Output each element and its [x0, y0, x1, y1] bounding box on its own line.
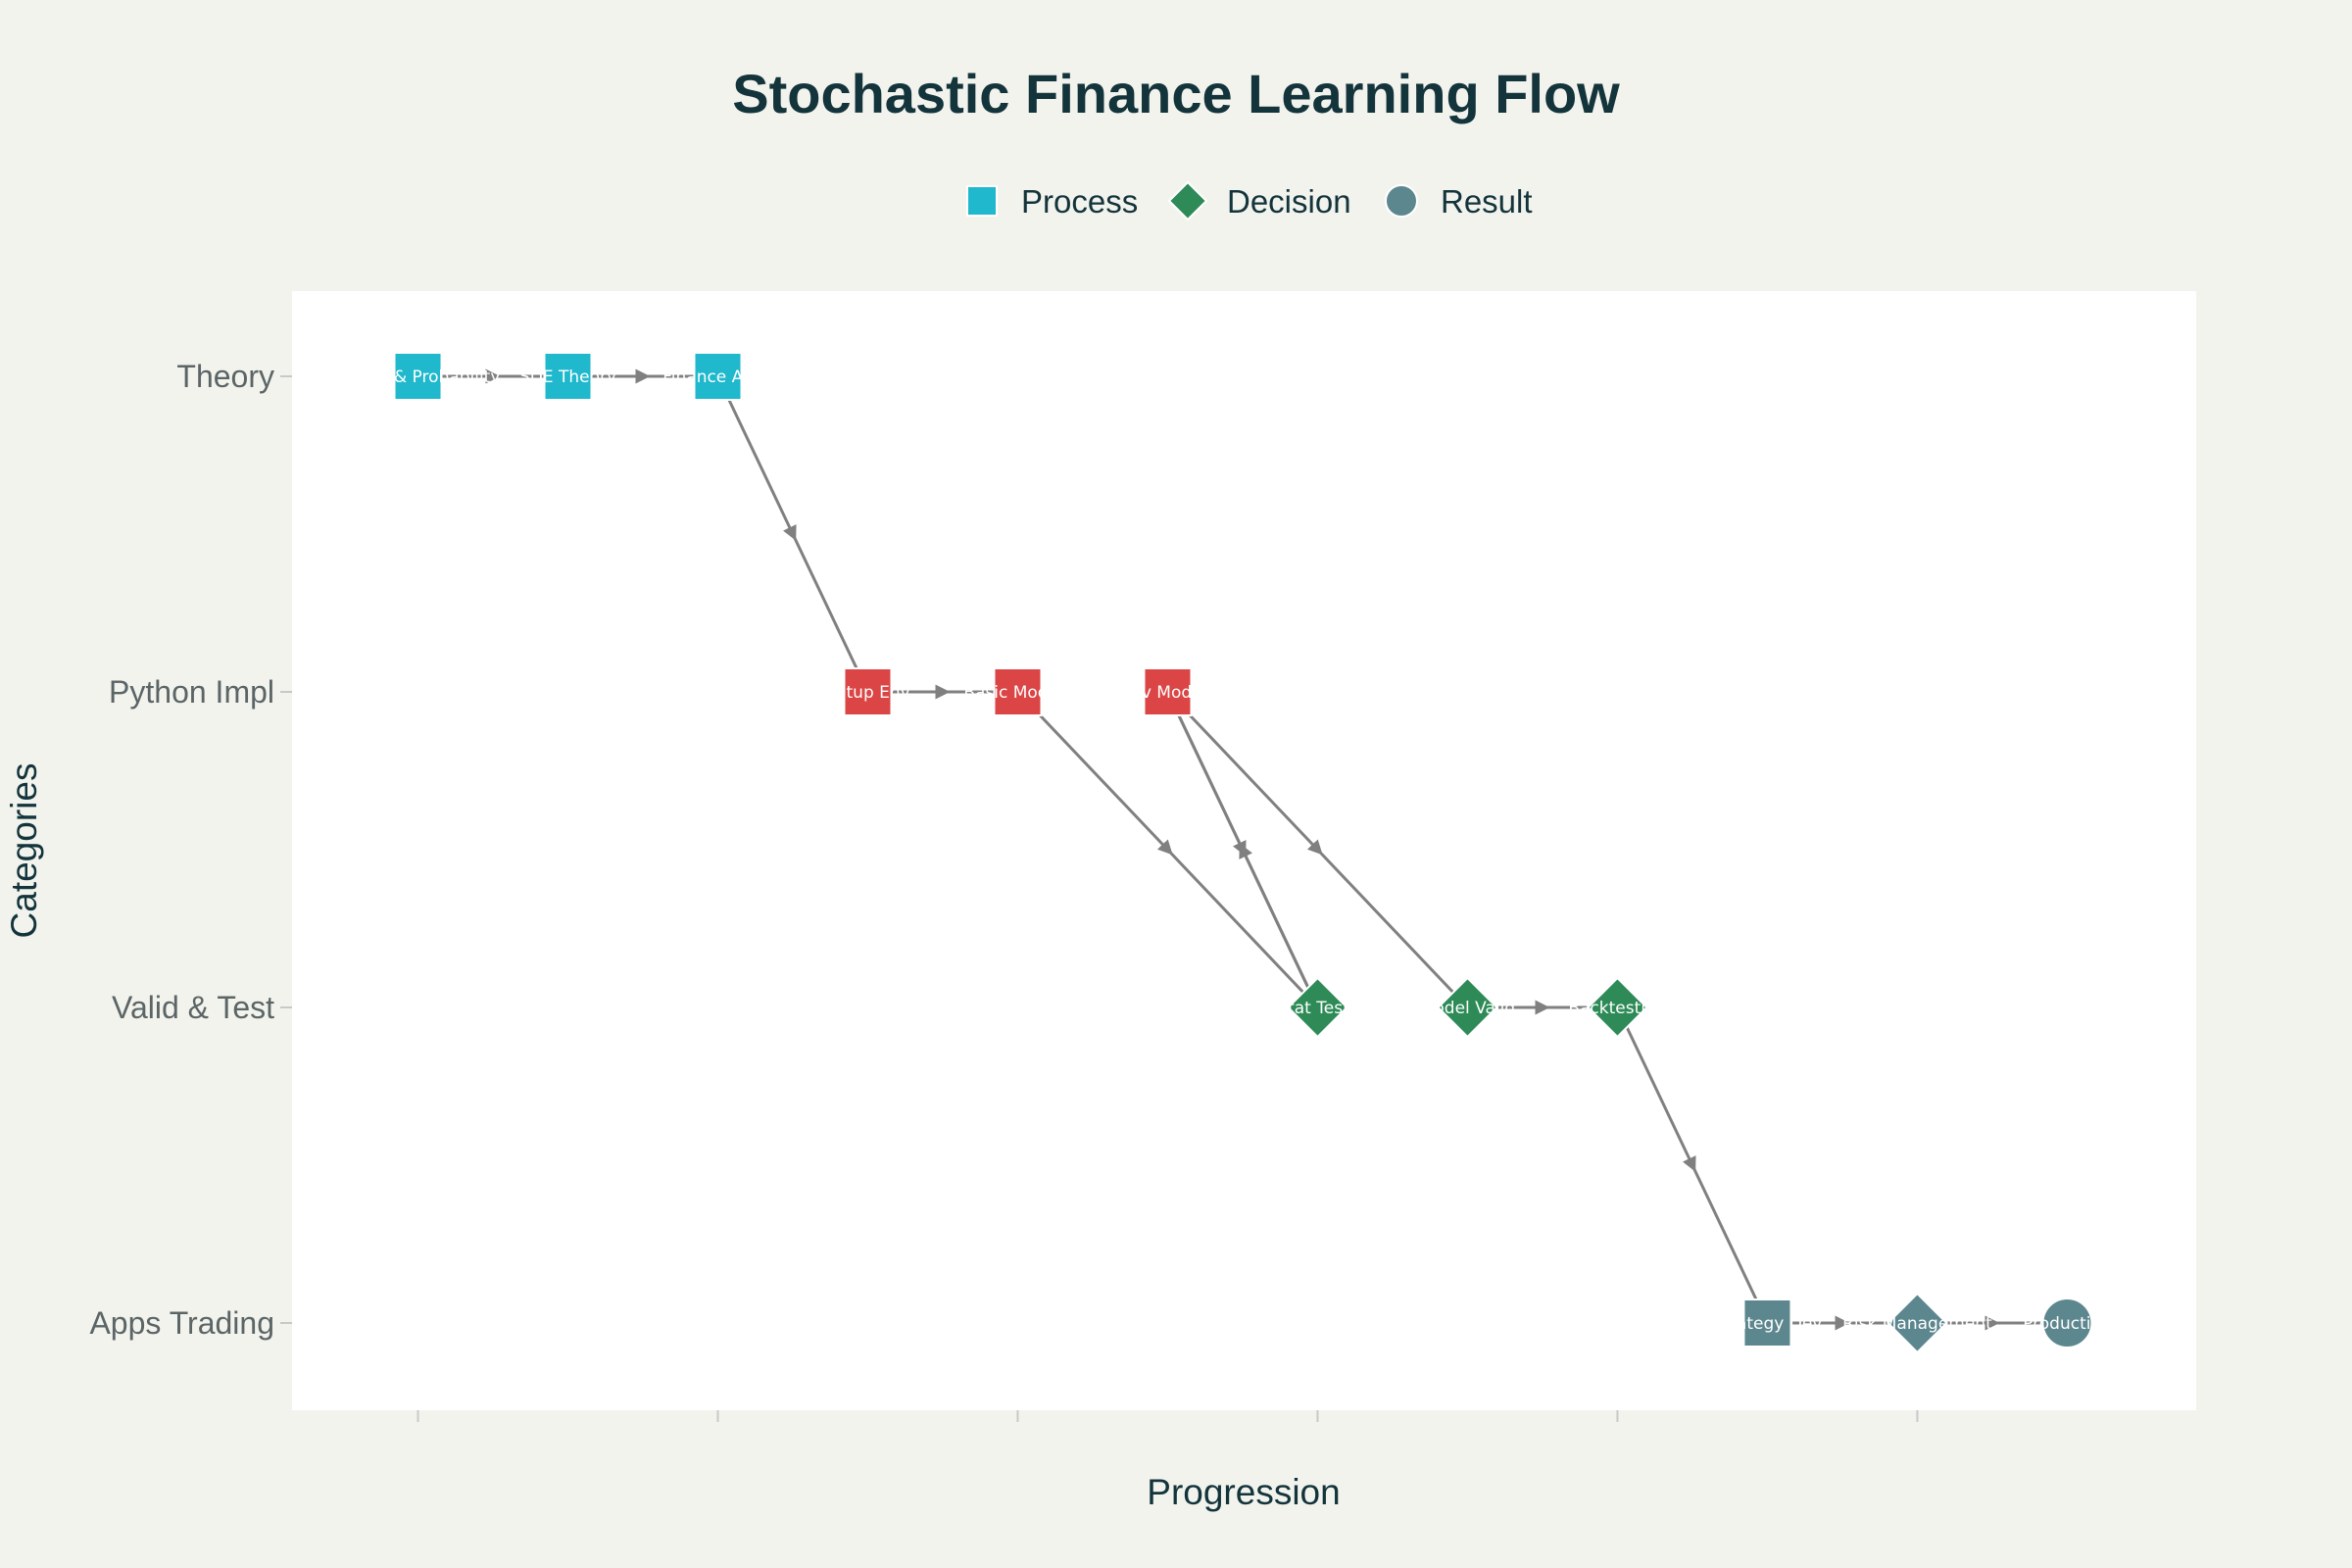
edge-n6-n8	[1166, 690, 1469, 1009]
node-label: Production	[2023, 1314, 2111, 1334]
legend-diamond-icon	[1167, 180, 1208, 221]
legend-item-decision[interactable]: Decision	[1167, 180, 1351, 221]
node-production[interactable]: Production	[2023, 1298, 2112, 1348]
node-label: Finance Apps	[662, 368, 773, 387]
node-finance-apps[interactable]: Finance Apps	[662, 352, 773, 401]
node-square-marker	[993, 667, 1043, 716]
y-tick-label-python-impl: Python Impl	[109, 674, 274, 710]
node-label: Backtesting	[1568, 999, 1666, 1018]
node-basic-models[interactable]: Basic Models	[963, 667, 1072, 716]
node-label: Setup Env	[825, 683, 909, 703]
node-label: Basics & Probability	[336, 368, 501, 387]
node-diamond-marker	[1287, 976, 1348, 1039]
node-stat-tests[interactable]: Stat Tests	[1277, 976, 1358, 1039]
edge-n5-n7	[1016, 690, 1319, 1009]
node-square-marker	[1143, 667, 1193, 716]
node-risk-management[interactable]: Risk Management	[1842, 1292, 1992, 1354]
legend-label: Process	[1021, 183, 1138, 220]
x-axis-title: Progression	[1147, 1472, 1340, 1512]
node-square-marker	[1742, 1298, 1792, 1348]
node-diamond-marker	[1587, 976, 1648, 1039]
node-diamond-marker	[1886, 1292, 1948, 1354]
node-setup-env[interactable]: Setup Env	[825, 667, 910, 716]
nodes: Basics & Probability SDE Theory Finance Ap…	[336, 352, 2112, 1354]
node-label: Basic Models	[963, 683, 1071, 703]
chart-title: Stochastic Finance Learning Flow	[732, 63, 1620, 124]
node-model-valid[interactable]: Model Valid	[1420, 976, 1515, 1039]
legend-item-process[interactable]: Process	[966, 183, 1138, 220]
legend-square-icon	[966, 185, 998, 217]
node-circle-marker	[2041, 1298, 2093, 1348]
legend-circle-icon	[1385, 184, 1418, 218]
y-tick-label-theory: Theory	[176, 359, 274, 394]
node-label: Risk Management	[1842, 1314, 1992, 1334]
legend-label: Decision	[1227, 183, 1351, 220]
legend-item-result[interactable]: Result	[1385, 183, 1533, 220]
edge-n9-n10	[1616, 1006, 1769, 1324]
node-diamond-marker	[1437, 976, 1498, 1039]
node-square-marker	[693, 352, 743, 401]
node-label: Stat Tests	[1277, 999, 1357, 1018]
node-label: Adv Models	[1120, 683, 1216, 703]
node-strategy-dev[interactable]: Strategy Dev	[1713, 1298, 1823, 1348]
node-label: Strategy Dev	[1713, 1314, 1823, 1334]
node-square-marker	[843, 667, 893, 716]
legend-label: Result	[1441, 183, 1533, 220]
y-tick-label-apps-trading: Apps Trading	[89, 1305, 274, 1341]
node-label: SDE Theory	[519, 368, 616, 387]
node-backtesting[interactable]: Backtesting	[1568, 976, 1667, 1039]
edge-n3-n4	[716, 375, 869, 693]
node-label: Model Valid	[1420, 999, 1515, 1018]
node-adv-models[interactable]: Adv Models	[1120, 667, 1216, 716]
node-square-marker	[543, 352, 593, 401]
edge-n7-n6	[1166, 691, 1319, 1008]
y-axis-title: Categories	[4, 763, 44, 939]
legend: Process Decision Result	[966, 180, 1533, 221]
y-tick-label-valid-test: Valid & Test	[112, 990, 274, 1025]
y-axis: Theory Python Impl Valid & Test Apps Tradin…	[89, 359, 292, 1341]
x-axis	[416, 1410, 1919, 1422]
node-sde-theory[interactable]: SDE Theory	[519, 352, 616, 401]
node-square-marker	[393, 352, 443, 401]
node-basics-probability[interactable]: Basics & Probability	[336, 352, 501, 401]
